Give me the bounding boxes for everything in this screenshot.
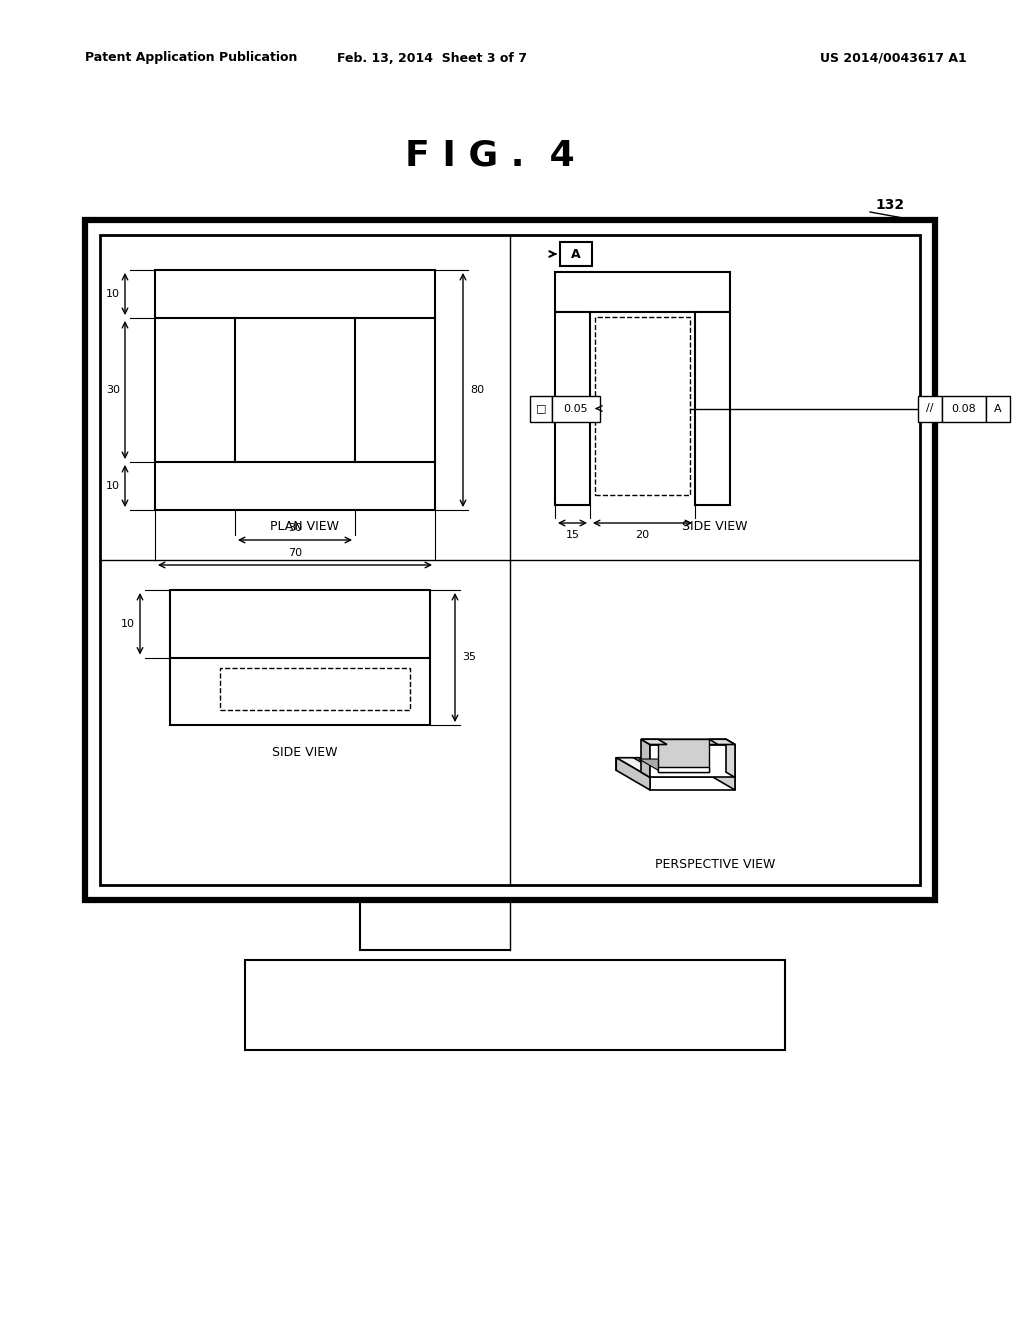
Text: SIDE VIEW: SIDE VIEW [272,746,338,759]
Bar [234,318,355,462]
Polygon shape [616,758,735,777]
Text: PERSPECTIVE VIEW: PERSPECTIVE VIEW [654,858,775,871]
Text: Patent Application Publication: Patent Application Publication [85,51,297,65]
Text: 10: 10 [106,480,120,491]
Polygon shape [658,739,709,772]
Text: 0.08: 0.08 [951,404,976,413]
Bar [555,272,730,312]
Text: SIDE VIEW: SIDE VIEW [682,520,748,533]
Text: 20: 20 [636,531,649,540]
Text: 80: 80 [470,385,484,395]
Polygon shape [641,739,735,744]
Text: 10: 10 [121,619,135,628]
Text: F I G .  4: F I G . 4 [406,139,574,172]
Polygon shape [650,744,735,777]
Bar [986,396,1010,421]
Text: Feb. 13, 2014  Sheet 3 of 7: Feb. 13, 2014 Sheet 3 of 7 [337,51,527,65]
Polygon shape [633,758,709,772]
Bar [170,590,430,725]
Bar [918,396,942,421]
Text: 30: 30 [288,523,302,533]
Polygon shape [726,739,735,777]
Text: 0.05: 0.05 [563,404,589,413]
Bar [530,396,552,421]
Bar [85,220,935,900]
Polygon shape [639,759,703,771]
Bar [100,235,920,884]
Polygon shape [616,758,701,771]
Text: 132: 132 [874,198,904,213]
Bar [595,317,690,495]
Polygon shape [641,739,667,744]
Bar [942,396,986,421]
Text: 10: 10 [106,289,120,300]
Bar [552,396,600,421]
Text: A: A [994,404,1001,413]
Polygon shape [650,777,735,789]
Bar [560,242,592,267]
Text: A: A [571,248,581,260]
Polygon shape [658,767,709,772]
Text: 15: 15 [565,531,580,540]
Bar [555,312,590,506]
Text: US 2014/0043617 A1: US 2014/0043617 A1 [820,51,967,65]
Polygon shape [616,758,650,789]
Bar [245,960,785,1049]
Polygon shape [641,739,650,777]
Text: 35: 35 [462,652,476,663]
Text: //: // [927,404,934,413]
Bar [220,668,410,710]
Text: 70: 70 [288,548,302,558]
Bar [695,312,730,506]
Text: □: □ [536,404,546,413]
Bar [155,271,435,510]
Text: PLAN VIEW: PLAN VIEW [270,520,340,533]
Text: 30: 30 [106,385,120,395]
Polygon shape [709,739,735,744]
Polygon shape [701,758,735,789]
